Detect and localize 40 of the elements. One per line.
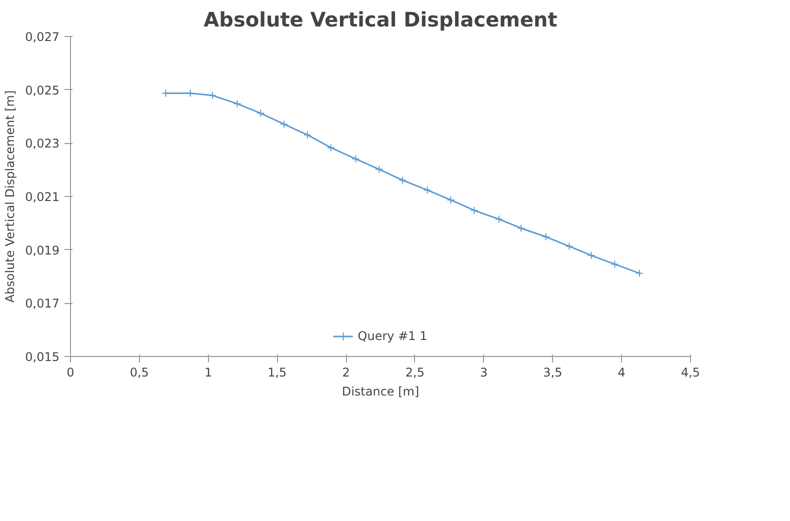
point bbox=[326, 144, 335, 152]
y-axis-title: Absolute Vertical Displacement [m] bbox=[3, 90, 18, 303]
point bbox=[542, 232, 550, 241]
point bbox=[587, 251, 596, 260]
point bbox=[352, 154, 360, 163]
y-tick-label: 0,021 bbox=[25, 190, 60, 204]
x-tick-label: 3 bbox=[480, 366, 488, 380]
point bbox=[208, 91, 216, 100]
point bbox=[423, 186, 432, 194]
y-tick-label: 0,025 bbox=[25, 83, 60, 98]
point bbox=[446, 196, 455, 204]
point bbox=[470, 206, 478, 214]
point bbox=[517, 224, 526, 232]
point bbox=[256, 109, 265, 118]
point bbox=[398, 176, 407, 184]
x-tick-label: 4,5 bbox=[680, 366, 700, 380]
point bbox=[494, 215, 503, 224]
point bbox=[280, 120, 288, 128]
point bbox=[565, 242, 574, 250]
point bbox=[610, 260, 619, 268]
y-tick-label: 0,019 bbox=[25, 243, 60, 258]
x-tick-label: 4 bbox=[618, 366, 626, 380]
chart-title: Absolute Vertical Displacement bbox=[204, 8, 558, 32]
x-tick-label: 0 bbox=[66, 366, 74, 380]
point bbox=[375, 165, 384, 174]
y-tick-label: 0,023 bbox=[25, 136, 60, 151]
legend-label: Query #1 1 bbox=[358, 329, 428, 343]
y-tick-label: 0,017 bbox=[25, 296, 60, 311]
x-tick-label: 3,5 bbox=[543, 366, 562, 380]
x-tick-label: 2,5 bbox=[405, 366, 424, 380]
x-axis-title: Distance [m] bbox=[342, 384, 420, 398]
x-tick-label: 2 bbox=[342, 366, 350, 380]
x-tick-label: 1,5 bbox=[268, 366, 287, 380]
point bbox=[233, 100, 242, 108]
point bbox=[636, 269, 644, 278]
y-tick-label: 0,015 bbox=[25, 350, 60, 364]
x-tick-label: 0,5 bbox=[130, 366, 149, 380]
y-tick-label: 0,027 bbox=[25, 30, 60, 44]
point bbox=[303, 130, 312, 139]
x-tick-label: 1 bbox=[204, 366, 212, 380]
